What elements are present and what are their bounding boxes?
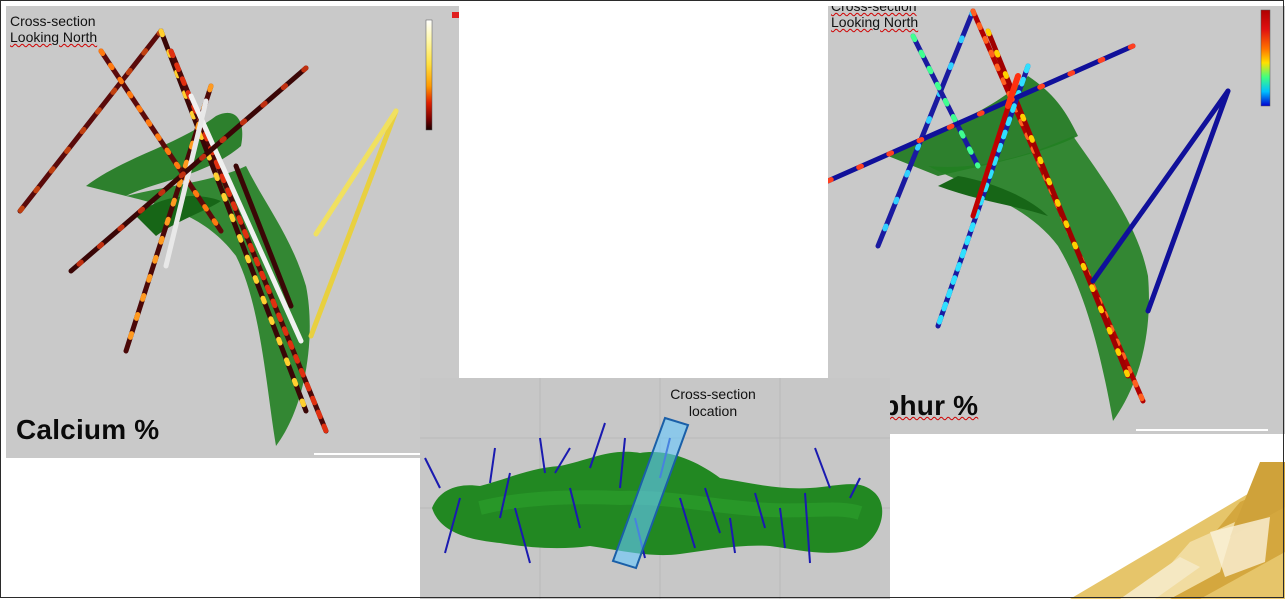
left-view-caption: Cross-section Looking North bbox=[10, 13, 97, 45]
right-view-caption: Cross-section Looking North bbox=[831, 6, 918, 30]
cross-section-marker bbox=[611, 416, 690, 570]
sulphur-colorbar bbox=[1260, 9, 1271, 107]
gold-corner-decoration bbox=[1070, 462, 1285, 599]
caption-line-1: Cross-section bbox=[831, 6, 917, 14]
location-label-line-1: Cross-section bbox=[670, 386, 756, 402]
orebody-plan-model bbox=[420, 378, 890, 599]
calcium-view-panel: Cross-section Looking North Calcium % bbox=[6, 6, 459, 458]
calcium-label: Calcium % bbox=[16, 414, 160, 445]
calcium-3d-model bbox=[17, 12, 459, 455]
plan-view-panel: Cross-section location bbox=[420, 378, 890, 599]
caption-line-2: Looking North bbox=[831, 14, 919, 30]
cross-section-location-label: Cross-section location bbox=[658, 386, 768, 420]
blank-area bbox=[459, 6, 827, 379]
location-label-line-2: location bbox=[688, 403, 738, 419]
sulphur-3d-model bbox=[828, 8, 1271, 431]
calcium-colorbar bbox=[425, 19, 433, 131]
sulphur-view-panel: Cross-section Looking North Sulphur % bbox=[828, 6, 1285, 434]
caption-line-1: Cross-section bbox=[10, 13, 96, 29]
drill-traces bbox=[17, 28, 399, 434]
caption-line-2: Looking North bbox=[10, 29, 98, 45]
drill-traces bbox=[828, 8, 1231, 404]
